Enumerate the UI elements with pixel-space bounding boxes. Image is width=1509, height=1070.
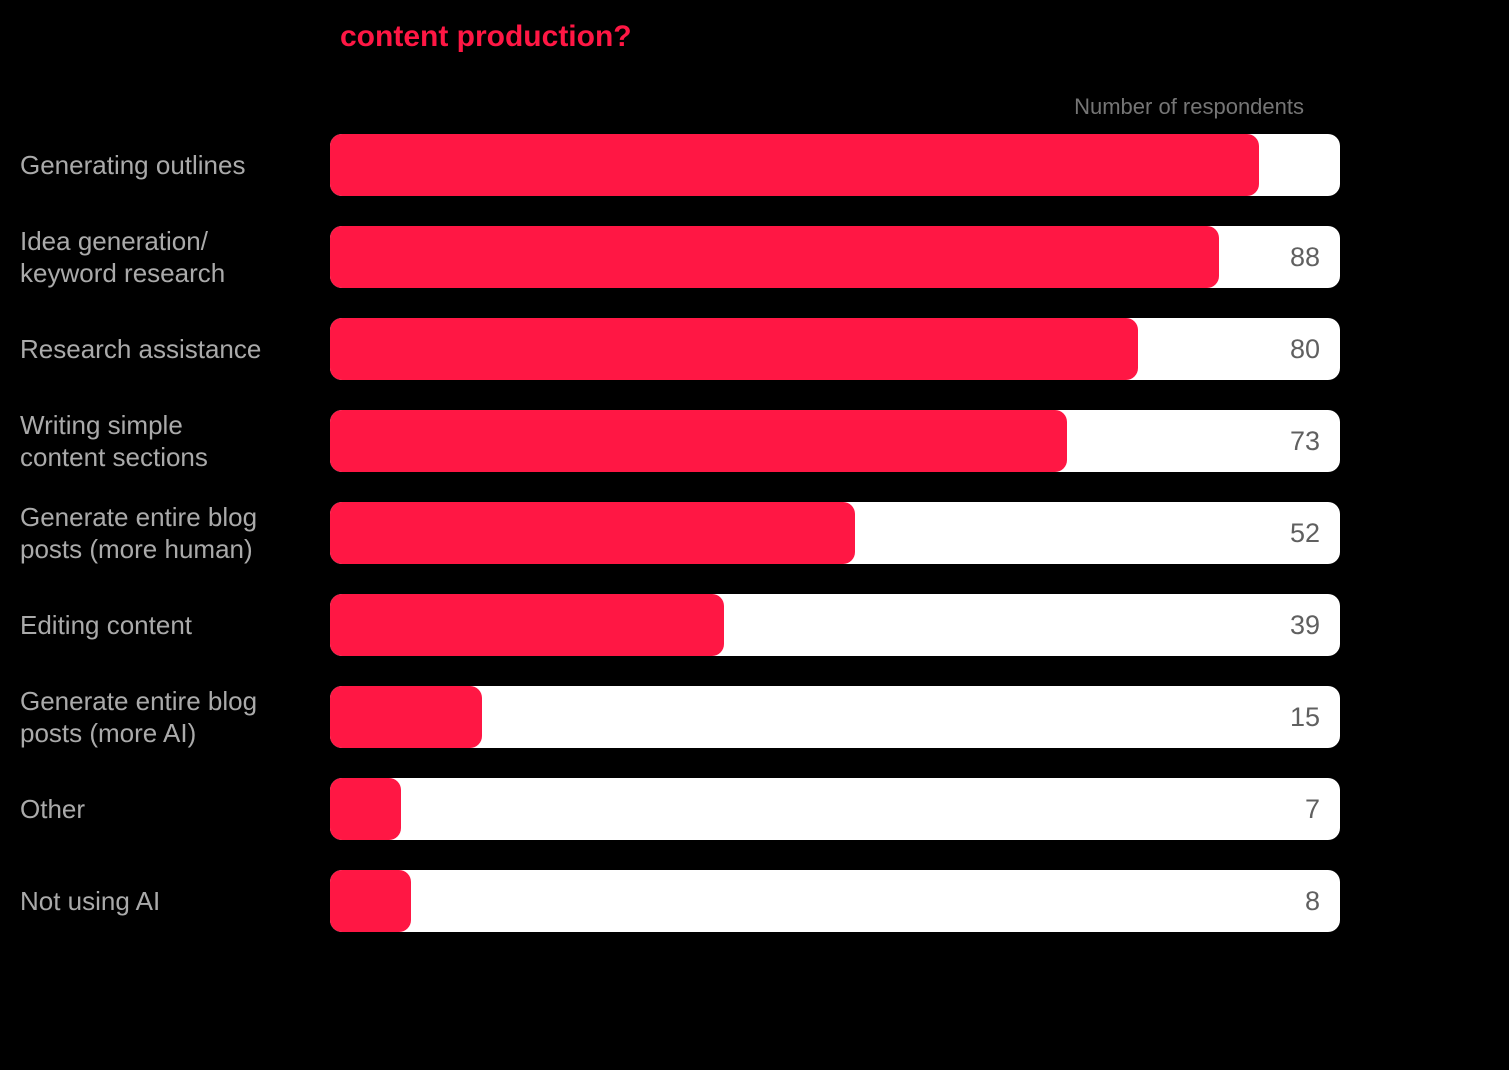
bar-value: 8 [1305,886,1320,917]
chart-container: content production? Number of respondent… [20,20,1489,936]
bar-value: 15 [1290,702,1320,733]
chart-subtitle: Number of respondents [20,94,1304,120]
chart-row: Not using AI 8 [20,866,1489,936]
bar-track: 52 [330,502,1340,564]
bar-fill [330,226,1219,288]
chart-row: Idea generation/keyword research 88 [20,222,1489,292]
bar-value: 7 [1305,794,1320,825]
row-label: Generating outlines [20,149,330,182]
chart-row: Generate entire blogposts (more human) 52 [20,498,1489,568]
bar-value: 39 [1290,610,1320,641]
bar-fill [330,134,1259,196]
bar-track: 7 [330,778,1340,840]
chart-title: content production? [340,20,1489,54]
bar-fill [330,778,401,840]
chart-row: Generating outlines 92 [20,130,1489,200]
bar-track: 73 [330,410,1340,472]
chart-row: Writing simplecontent sections 73 [20,406,1489,476]
row-label: Not using AI [20,885,330,918]
bar-track: 92 [330,134,1340,196]
bar-value: 80 [1290,334,1320,365]
bar-fill [330,410,1067,472]
bar-value: 92 [1290,150,1320,181]
bar-fill [330,318,1138,380]
chart-rows: Generating outlines 92 Idea generation/key… [20,130,1489,936]
bar-track: 39 [330,594,1340,656]
bar-fill [330,594,724,656]
chart-row: Generate entire blogposts (more AI) 15 [20,682,1489,752]
chart-row: Editing content 39 [20,590,1489,660]
chart-row: Research assistance 80 [20,314,1489,384]
bar-value: 88 [1290,242,1320,273]
bar-track: 88 [330,226,1340,288]
row-label: Other [20,793,330,826]
bar-track: 8 [330,870,1340,932]
bar-value: 52 [1290,518,1320,549]
row-label: Idea generation/keyword research [20,225,330,290]
bar-value: 73 [1290,426,1320,457]
row-label: Generate entire blogposts (more AI) [20,685,330,750]
row-label: Writing simplecontent sections [20,409,330,474]
chart-row: Other 7 [20,774,1489,844]
bar-fill [330,870,411,932]
row-label: Generate entire blogposts (more human) [20,501,330,566]
bar-track: 80 [330,318,1340,380]
row-label: Editing content [20,609,330,642]
bar-fill [330,502,855,564]
bar-fill [330,686,482,748]
row-label: Research assistance [20,333,330,366]
bar-track: 15 [330,686,1340,748]
